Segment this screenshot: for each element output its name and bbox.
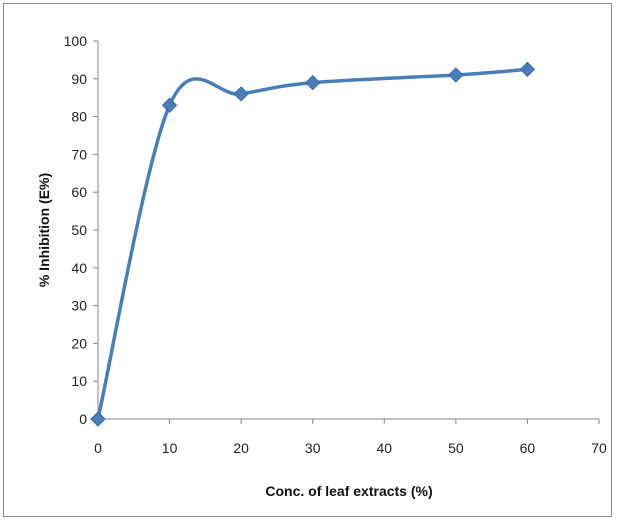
y-tick-label: 70 [71, 146, 87, 162]
y-tick-label: 80 [71, 109, 87, 125]
x-tick-label: 0 [94, 440, 102, 456]
x-axis: 0 10 20 30 40 50 60 70 [94, 418, 607, 456]
y-tick-label: 50 [71, 222, 87, 238]
x-tick-label: 20 [233, 440, 249, 456]
chart-frame: 0 10 20 30 40 50 60 70 80 90 100 0 10 20 30 40 50 60 70 C… [3, 3, 612, 517]
y-tick-label: 90 [71, 71, 87, 87]
x-tick-label: 40 [376, 440, 392, 456]
data-point-marker [305, 74, 321, 91]
y-tick-label: 0 [79, 411, 87, 427]
x-tick-label: 70 [591, 440, 607, 456]
x-tick-label: 50 [448, 440, 464, 456]
line-chart: 0 10 20 30 40 50 60 70 80 90 100 0 10 20 30 40 50 60 70 C… [36, 33, 607, 499]
series-line [96, 67, 528, 420]
x-tick-label: 10 [162, 440, 178, 456]
data-point-marker [161, 97, 178, 113]
y-tick-label: 30 [71, 298, 87, 314]
y-tick-label: 20 [71, 335, 87, 351]
data-point-marker [233, 86, 249, 102]
y-axis-title: % Inhibition (E%) [36, 173, 52, 287]
data-point-marker [519, 61, 536, 78]
y-tick-label: 10 [71, 373, 87, 389]
data-point-marker [448, 67, 464, 83]
x-tick-label: 60 [520, 440, 536, 456]
y-tick-label: 60 [71, 184, 87, 200]
y-axis: 0 10 20 30 40 50 60 70 80 90 100 [64, 33, 99, 427]
x-axis-title: Conc. of leaf extracts (%) [265, 483, 432, 499]
series [90, 61, 536, 427]
y-tick-label: 40 [71, 260, 87, 276]
x-tick-label: 30 [305, 440, 321, 456]
data-point-marker [90, 411, 106, 427]
y-tick-label: 100 [64, 33, 88, 49]
